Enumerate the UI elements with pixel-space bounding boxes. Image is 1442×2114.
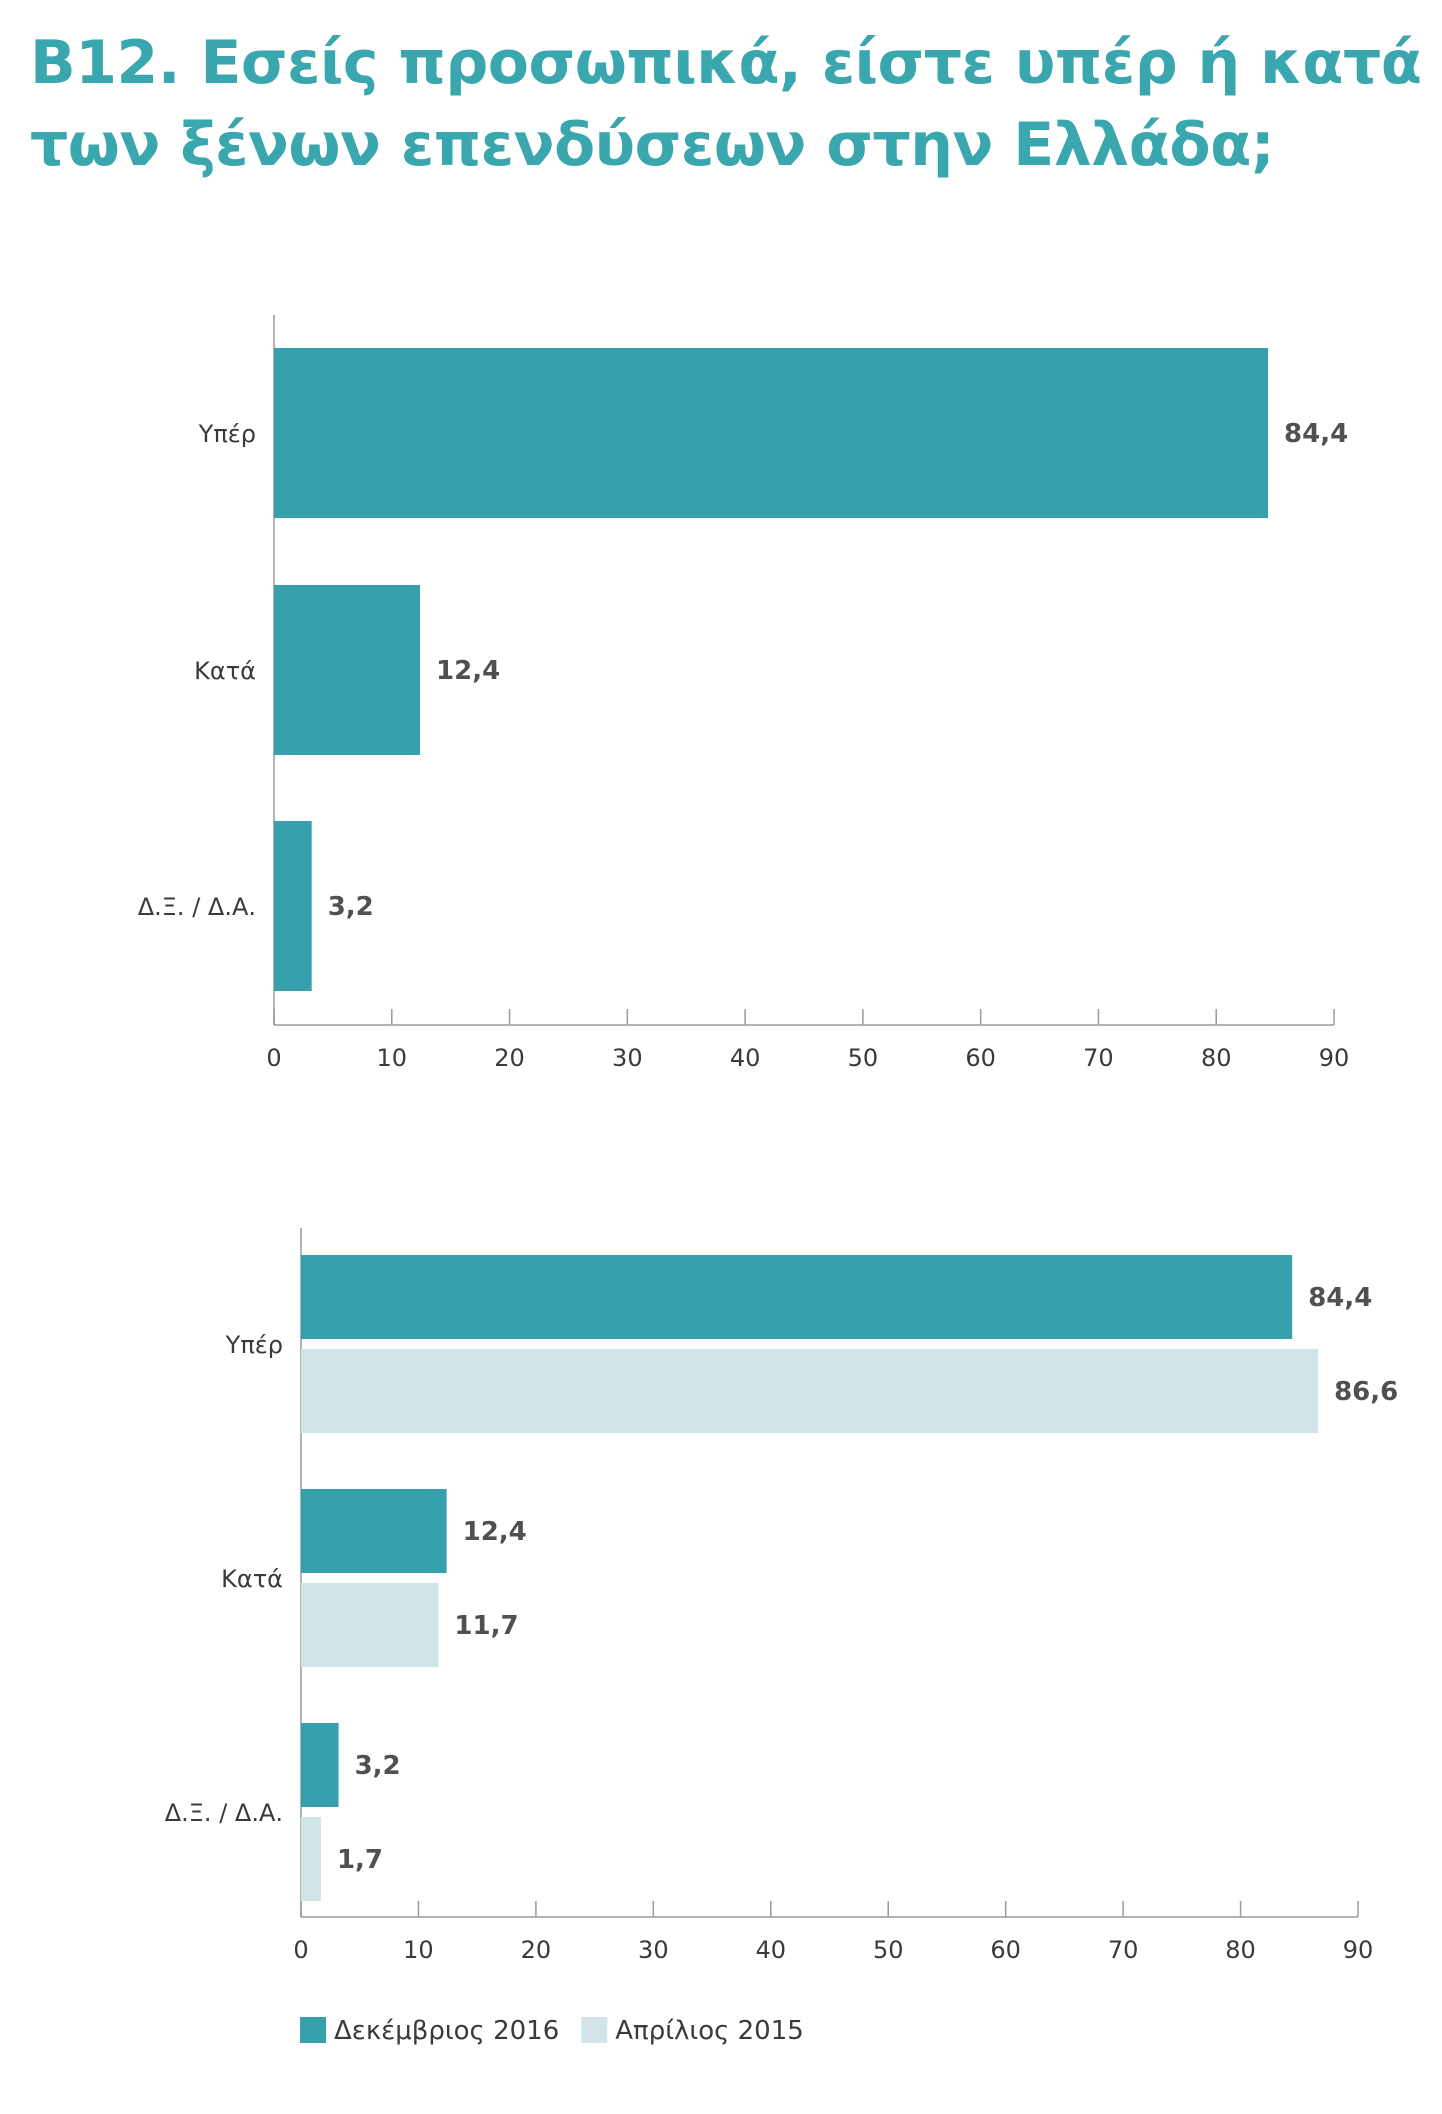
bar [301, 1255, 1293, 1339]
x-tick-label: 20 [494, 1044, 525, 1072]
data-label: 1,7 [337, 1845, 383, 1875]
title-line-1: B12. Εσείς προσωπικά, είστε υπέρ ή κατά [30, 28, 1422, 98]
x-tick-label: 90 [1319, 1044, 1350, 1072]
category-label: Υπέρ [198, 420, 256, 448]
data-label: 86,6 [1334, 1377, 1398, 1407]
category-label: Δ.Ξ. / Δ.Α. [138, 893, 256, 921]
x-tick-label: 80 [1201, 1044, 1232, 1072]
legend-label: Απρίλιος 2015 [615, 2016, 804, 2046]
legend-swatch [581, 2017, 608, 2043]
x-tick-label: 50 [873, 1936, 904, 1964]
data-label: 3,2 [355, 1751, 401, 1781]
x-tick-label: 20 [521, 1936, 552, 1964]
x-tick-label: 10 [403, 1936, 434, 1964]
title-line-2: των ξένων επενδύσεων στην Ελλάδα; [30, 110, 1275, 180]
data-label: 11,7 [454, 1611, 518, 1641]
category-label: Κατά [194, 657, 256, 685]
bar [274, 821, 312, 991]
bar [301, 1349, 1319, 1433]
legend-swatch [300, 2017, 326, 2043]
category-label: Κατά [221, 1565, 283, 1593]
x-tick-label: 40 [756, 1936, 787, 1964]
data-label: 84,4 [1308, 1283, 1372, 1313]
data-label: 12,4 [463, 1517, 527, 1547]
chart-single-series: 0 10 20 30 40 50 60 70 80 90 Υπέρ 84,4 Κατά 12,4 Δ.Ξ. … [138, 315, 1350, 1072]
x-tick-label: 90 [1343, 1936, 1374, 1964]
x-tick-label: 30 [612, 1044, 643, 1072]
category-label: Υπέρ [225, 1331, 283, 1359]
chart-comparison: 0 10 20 30 40 50 60 70 80 90 Υπέρ 84,4 86,6 Κατά 12,4 1… [165, 1228, 1398, 2046]
page-title: B12. Εσείς προσωπικά, είστε υπέρ ή κατά … [30, 22, 1422, 186]
x-tick-label: 0 [293, 1936, 308, 1964]
x-tick-label: 40 [730, 1044, 761, 1072]
x-tick-label: 0 [266, 1044, 281, 1072]
category-label: Δ.Ξ. / Δ.Α. [165, 1799, 283, 1827]
x-tick-label: 60 [990, 1936, 1021, 1964]
x-tick-label: 10 [377, 1044, 408, 1072]
data-label: 3,2 [328, 892, 374, 922]
x-tick-label: 30 [638, 1936, 669, 1964]
bar [301, 1723, 339, 1807]
bar [301, 1489, 447, 1573]
x-tick-label: 70 [1083, 1044, 1114, 1072]
bar [301, 1817, 321, 1901]
data-label: 84,4 [1284, 419, 1348, 449]
x-tick-label: 70 [1108, 1936, 1139, 1964]
legend-label: Δεκέμβριος 2016 [334, 2016, 559, 2046]
x-tick-label: 60 [965, 1044, 996, 1072]
bar [301, 1583, 439, 1667]
x-tick-label: 80 [1225, 1936, 1256, 1964]
bar [274, 585, 421, 755]
bar [274, 348, 1269, 518]
x-tick-label: 50 [848, 1044, 879, 1072]
data-label: 12,4 [436, 656, 500, 686]
